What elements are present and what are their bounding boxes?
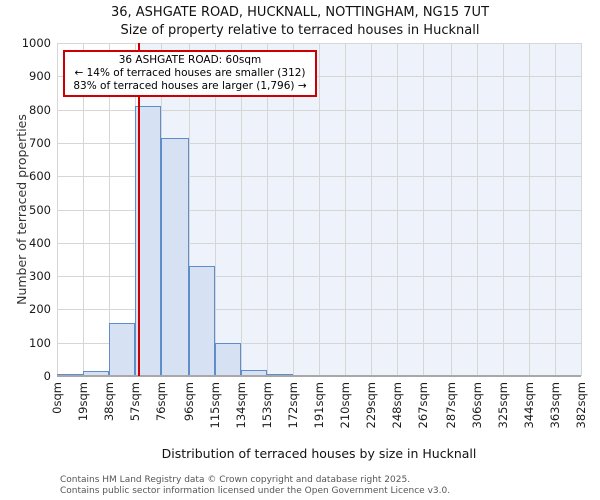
x-tick-label: 344sqm <box>521 382 536 429</box>
x-grid-line <box>266 43 268 376</box>
histogram-bar <box>188 266 215 376</box>
footer-line-2: Contains public sector information licen… <box>60 486 451 496</box>
y-tick-label: 600 <box>29 169 51 184</box>
x-tick-label: 248sqm <box>390 382 405 429</box>
x-tick-label: 325sqm <box>495 382 510 429</box>
x-tick-label: 96sqm <box>181 382 196 422</box>
x-grid-line <box>188 43 190 376</box>
x-grid-line <box>319 43 320 376</box>
x-axis-label: Distribution of terraced houses by size … <box>161 446 477 461</box>
x-tick-label: 115sqm <box>207 382 222 429</box>
y-tick-label: 1000 <box>21 36 51 50</box>
x-grid-line <box>528 43 530 376</box>
histogram-bar <box>161 137 189 376</box>
x-tick-label: 363sqm <box>547 382 562 429</box>
histogram-bar <box>240 369 267 376</box>
x-axis-line <box>57 375 581 377</box>
property-marker-line <box>138 43 141 376</box>
annotation-line-3: 83% of terraced houses are larger (1,796… <box>73 80 307 92</box>
y-tick-label: 500 <box>29 202 51 217</box>
x-tick-label: 57sqm <box>128 382 143 422</box>
x-grid-line <box>214 43 216 376</box>
x-tick-label: 134sqm <box>233 382 248 429</box>
plot-area: Number of terraced properties Distributi… <box>14 36 588 461</box>
x-grid-line <box>397 43 399 376</box>
x-tick-label: 191sqm <box>312 382 326 429</box>
y-tick-label: 700 <box>29 135 51 150</box>
x-grid-line <box>345 43 347 376</box>
annotation-box: 36 ASHGATE ROAD: 60sqm ← 14% of terraced… <box>63 50 317 97</box>
annotation-line-1: 36 ASHGATE ROAD: 60sqm <box>118 54 262 66</box>
y-tick-label: 800 <box>29 102 51 117</box>
x-tick-label: 382sqm <box>574 382 588 429</box>
x-tick-label: 172sqm <box>285 382 300 429</box>
x-tick-label: 287sqm <box>443 382 458 429</box>
x-grid-line <box>476 43 478 376</box>
x-grid-line <box>554 43 556 376</box>
x-grid-line <box>109 43 111 376</box>
x-tick-label: 229sqm <box>364 382 379 429</box>
x-tick-label: 76sqm <box>154 382 169 422</box>
x-tick-label: 38sqm <box>102 382 117 422</box>
histogram-bar <box>83 371 110 376</box>
x-grid-line <box>240 43 242 376</box>
x-tick-label: 153sqm <box>259 382 274 429</box>
x-grid-line <box>371 43 373 376</box>
histogram-bar <box>266 373 293 376</box>
x-grid-line <box>502 43 504 376</box>
chart-subtitle: Size of property relative to terraced ho… <box>120 23 480 38</box>
x-grid-line <box>450 43 452 376</box>
x-grid-line <box>581 43 582 376</box>
y-tick-label: 0 <box>43 369 51 383</box>
annotation-line-2: ← 14% of terraced houses are smaller (31… <box>74 67 306 79</box>
x-tick-label: 210sqm <box>338 382 353 429</box>
y-tick-label: 200 <box>29 302 51 317</box>
x-grid-line <box>423 43 425 376</box>
x-tick-label: 267sqm <box>416 382 431 429</box>
y-tick-label: 100 <box>29 335 51 350</box>
histogram-bar <box>214 342 241 376</box>
x-tick-label: 306sqm <box>469 382 484 429</box>
x-tick-label: 19sqm <box>76 382 91 422</box>
x-tick-label: 0sqm <box>50 382 64 414</box>
footer-line-1: Contains HM Land Registry data © Crown c… <box>60 475 411 485</box>
y-tick-label: 900 <box>29 69 51 84</box>
x-grid-line <box>292 43 294 376</box>
histogram-bar <box>109 322 136 376</box>
y-tick-label: 400 <box>29 235 51 250</box>
x-grid-line <box>83 43 85 376</box>
chart-title: 36, ASHGATE ROAD, HUCKNALL, NOTTINGHAM, … <box>110 5 490 20</box>
x-grid-line <box>57 43 58 376</box>
y-tick-label: 300 <box>29 269 51 284</box>
